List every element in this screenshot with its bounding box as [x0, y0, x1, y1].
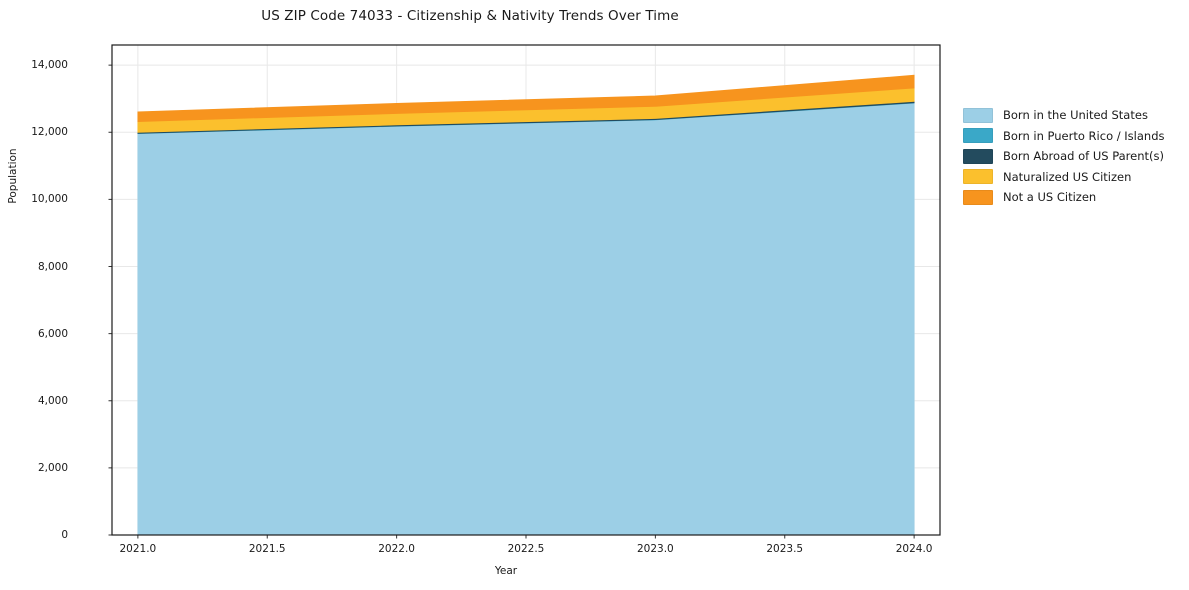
- y-tick-label-text: 10,000: [31, 193, 68, 206]
- x-axis-label: Year: [494, 565, 518, 577]
- x-tick-label: 2021.0: [119, 543, 157, 555]
- legend-item-label: Naturalized US Citizen: [1003, 169, 1132, 184]
- x-tick-label: 2022.5: [507, 543, 545, 555]
- chart-legend: Born in the United States Born in Puerto …: [963, 105, 1185, 208]
- y-tick-label-text: 8,000: [37, 260, 68, 273]
- legend-item[interactable]: Not a US Citizen: [963, 187, 1185, 208]
- legend-item[interactable]: Born Abroad of US Parent(s): [963, 146, 1185, 167]
- x-tick-label: 2022.0: [378, 543, 415, 555]
- legend-item-label: Born Abroad of US Parent(s): [1003, 149, 1164, 164]
- legend-color-swatch: [963, 189, 993, 205]
- legend-color-swatch: [963, 148, 993, 164]
- x-tick-label: 2024.0: [895, 543, 933, 555]
- legend-item[interactable]: Born in Puerto Rico / Islands: [963, 126, 1185, 147]
- legend-item-label: Born in the United States: [1003, 108, 1148, 123]
- legend-color-swatch: [963, 107, 993, 123]
- plot-frame: [111, 44, 941, 536]
- x-tick-label: 2023.0: [637, 543, 674, 555]
- y-tick-label-text: 14,000: [31, 59, 68, 72]
- legend-color-swatch: [963, 169, 993, 185]
- x-tick-label: 2023.5: [766, 543, 804, 555]
- area-series: [137, 102, 915, 536]
- legend-item[interactable]: Born in the United States: [963, 105, 1185, 126]
- x-tick-label: 2021.5: [248, 543, 286, 555]
- area-series: [137, 74, 915, 123]
- stacked-areas: [137, 74, 915, 536]
- y-tick-label-text: 0: [61, 529, 68, 541]
- y-tick-label-text: 2,000: [37, 461, 68, 474]
- legend-item[interactable]: Naturalized US Citizen: [963, 167, 1185, 188]
- legend-item-label: Born in Puerto Rico / Islands: [1003, 128, 1165, 143]
- legend-color-swatch: [963, 128, 993, 144]
- y-tick-label-text: 4,000: [37, 394, 68, 407]
- chart-title: US ZIP Code 74033 - Citizenship & Nativi…: [261, 8, 679, 24]
- legend-item-label: Not a US Citizen: [1003, 190, 1097, 205]
- axes: [108, 44, 941, 539]
- y-tick-label-text: 12,000: [31, 126, 68, 139]
- y-tick-label-text: 6,000: [37, 327, 68, 340]
